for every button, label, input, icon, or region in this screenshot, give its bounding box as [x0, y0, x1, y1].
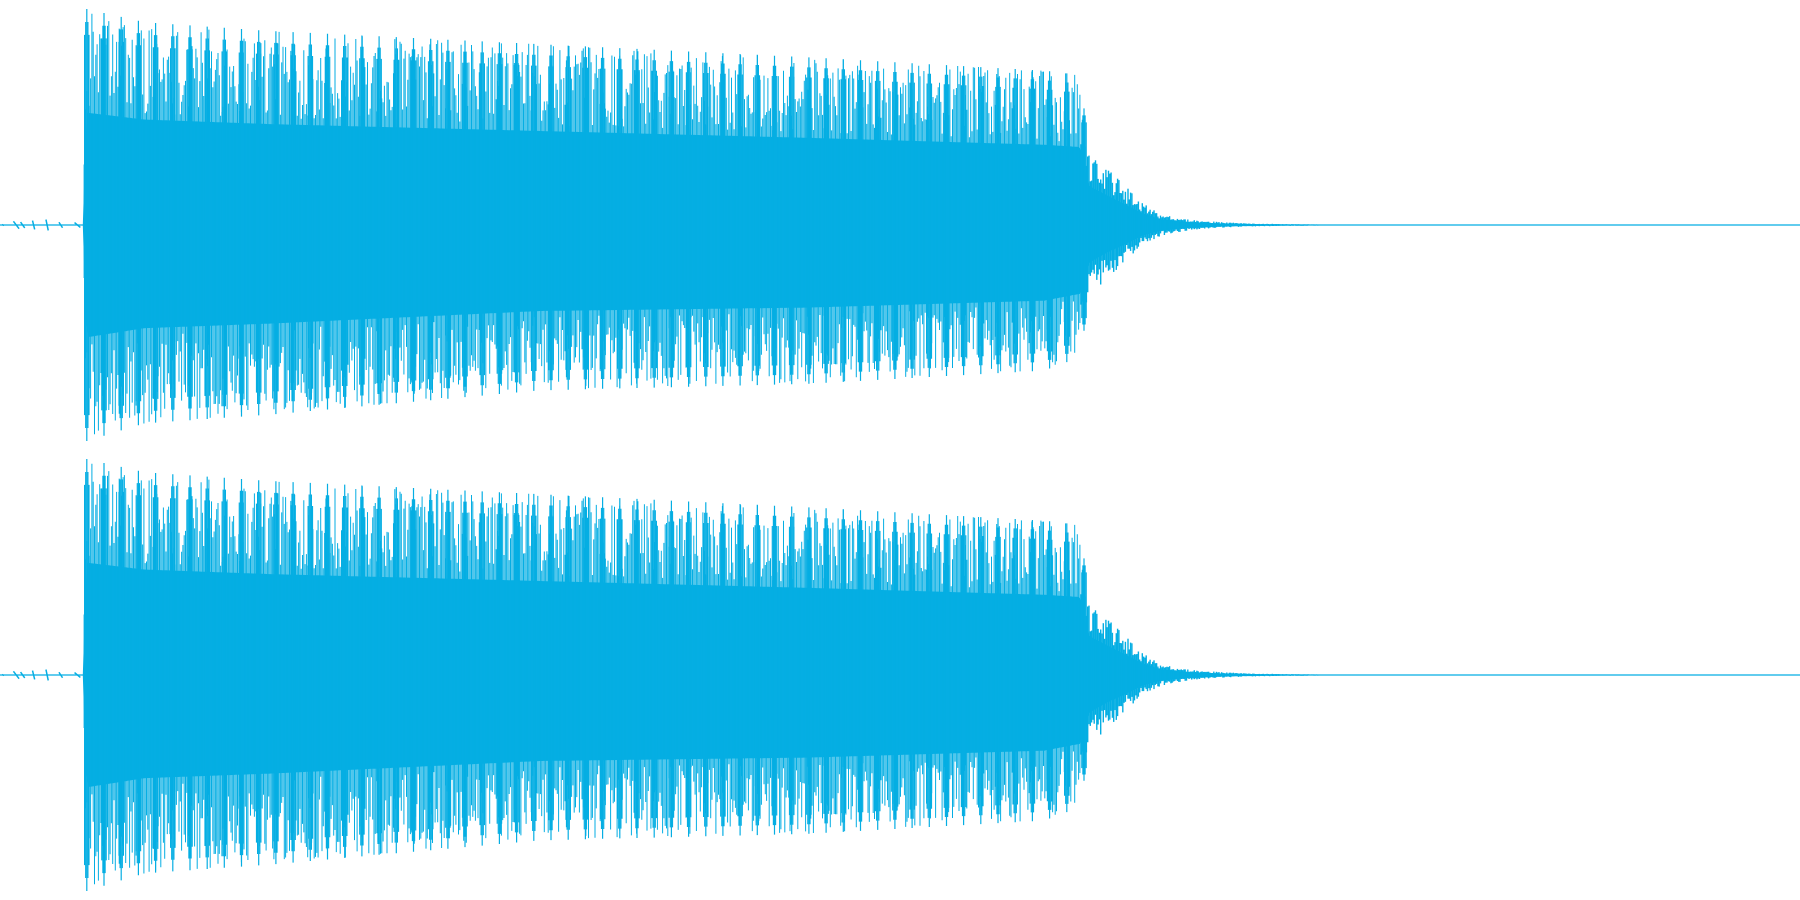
- channel-2-noise-mark: [45, 669, 49, 681]
- channel-2-noise-mark: [58, 671, 64, 679]
- channel-1-noise-mark: [1, 223, 5, 227]
- channel-1-noise-mark: [12, 220, 20, 230]
- channel-2-trace: [0, 459, 1800, 891]
- channel-1-noise-mark: [58, 221, 64, 229]
- channel-2-noise-mark: [12, 670, 20, 680]
- channel-1-trace: [0, 9, 1800, 441]
- channel-1-noise-mark: [31, 220, 36, 230]
- channel-2-noise-mark: [31, 670, 36, 680]
- channel-1-noise-mark: [19, 221, 26, 229]
- channel-1-noise-mark: [45, 219, 49, 231]
- channel-2-noise-mark: [19, 671, 26, 679]
- channel-2-noise-mark: [1, 673, 5, 677]
- channel-1-noise-mark: [74, 221, 81, 229]
- channel-2-noise-mark: [74, 671, 81, 679]
